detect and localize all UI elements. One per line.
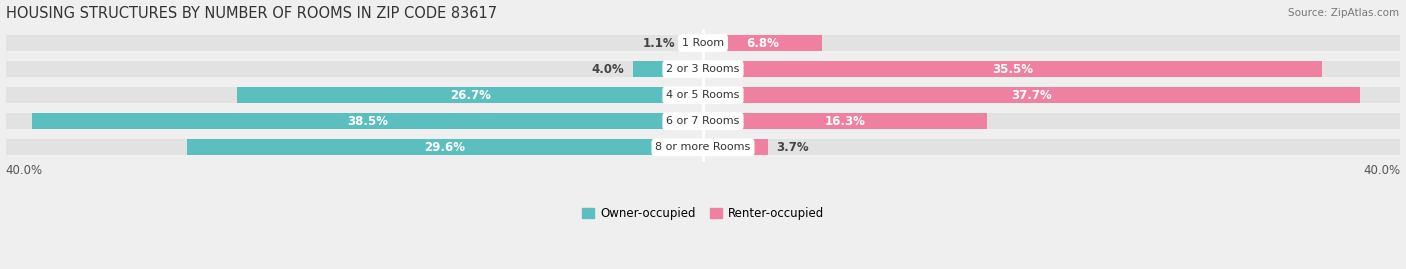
Text: 4 or 5 Rooms: 4 or 5 Rooms <box>666 90 740 100</box>
Text: 35.5%: 35.5% <box>993 63 1033 76</box>
Bar <box>6 113 703 129</box>
Text: Source: ZipAtlas.com: Source: ZipAtlas.com <box>1288 8 1399 18</box>
Text: 37.7%: 37.7% <box>1011 89 1052 102</box>
Bar <box>32 113 703 129</box>
Bar <box>703 139 768 155</box>
Text: 1 Room: 1 Room <box>682 38 724 48</box>
Bar <box>633 61 703 77</box>
Bar <box>238 87 703 103</box>
Text: 40.0%: 40.0% <box>6 164 42 177</box>
Bar <box>683 35 703 51</box>
Text: 6.8%: 6.8% <box>745 37 779 49</box>
Text: HOUSING STRUCTURES BY NUMBER OF ROOMS IN ZIP CODE 83617: HOUSING STRUCTURES BY NUMBER OF ROOMS IN… <box>6 6 496 20</box>
Bar <box>6 87 703 103</box>
Bar <box>6 61 703 77</box>
Text: 16.3%: 16.3% <box>825 115 866 128</box>
Bar <box>703 35 1400 51</box>
Bar <box>703 61 1400 77</box>
Text: 2 or 3 Rooms: 2 or 3 Rooms <box>666 64 740 74</box>
Text: 8 or more Rooms: 8 or more Rooms <box>655 142 751 152</box>
Bar <box>6 139 703 155</box>
Legend: Owner-occupied, Renter-occupied: Owner-occupied, Renter-occupied <box>578 203 828 225</box>
Text: 3.7%: 3.7% <box>776 141 808 154</box>
Bar <box>703 61 1322 77</box>
Text: 6 or 7 Rooms: 6 or 7 Rooms <box>666 116 740 126</box>
Bar <box>187 139 703 155</box>
Text: 29.6%: 29.6% <box>425 141 465 154</box>
Bar <box>703 139 1400 155</box>
Bar <box>703 87 1400 103</box>
Text: 4.0%: 4.0% <box>592 63 624 76</box>
Bar <box>703 87 1361 103</box>
Bar <box>703 113 1400 129</box>
Text: 1.1%: 1.1% <box>643 37 675 49</box>
Text: 40.0%: 40.0% <box>1364 164 1400 177</box>
Bar <box>703 113 987 129</box>
Text: 26.7%: 26.7% <box>450 89 491 102</box>
Text: 38.5%: 38.5% <box>347 115 388 128</box>
Bar <box>703 35 821 51</box>
Bar <box>6 35 703 51</box>
